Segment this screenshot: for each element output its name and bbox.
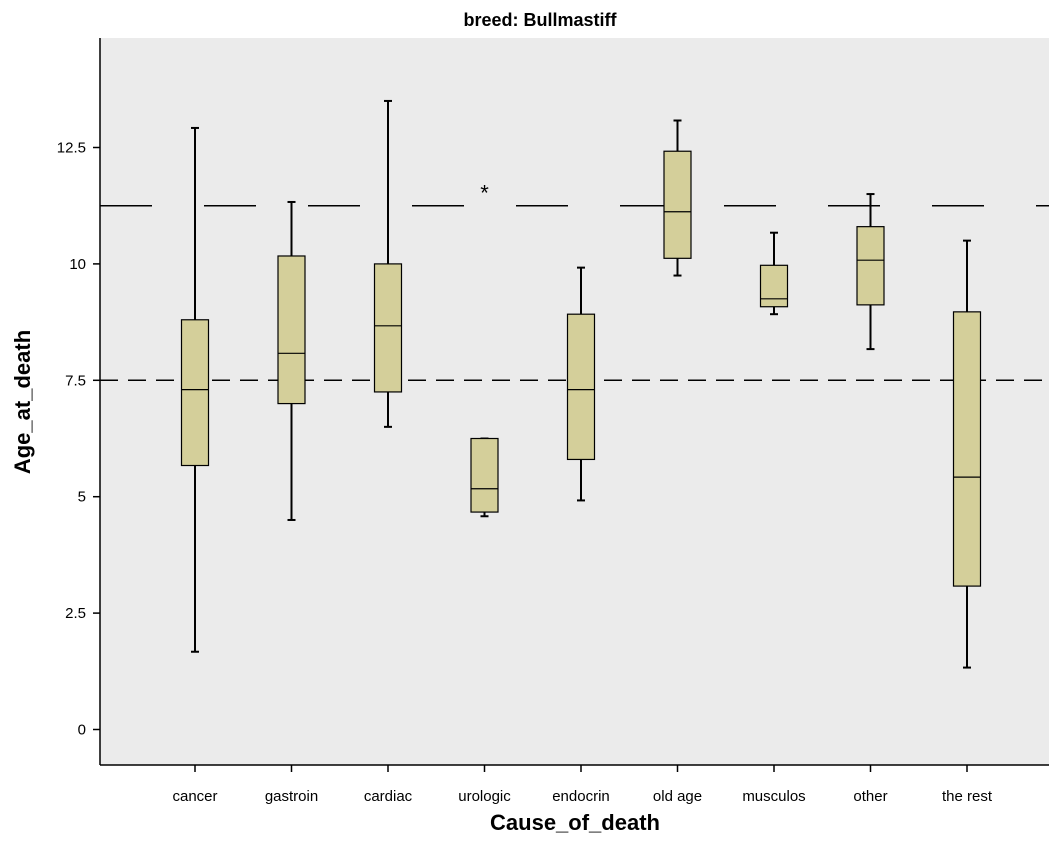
reference-lines [100, 204, 1049, 382]
box-iqr [759, 264, 789, 308]
x-tick-label: cancer [172, 788, 217, 805]
box-iqr [373, 263, 403, 393]
box-endocrin [566, 266, 596, 502]
outlier-marker: * [480, 180, 489, 205]
box-urologic: * [470, 180, 499, 518]
box-the-rest [952, 239, 982, 669]
box-old-age [663, 119, 692, 277]
x-tick-label: other [853, 788, 887, 805]
boxes-group: * [180, 99, 982, 669]
x-tick-label: old age [653, 788, 702, 805]
box-iqr [856, 226, 885, 306]
x-tick-label: endocrin [552, 788, 610, 805]
box-cardiac [373, 99, 403, 428]
y-tick-label: 0 [78, 722, 86, 739]
box-iqr [952, 311, 982, 587]
box-other [856, 193, 885, 351]
box-cancer [180, 126, 210, 653]
y-ticks-group: 0 2.5 5 7.5 10 12.5 [57, 140, 100, 739]
box-gastroin [277, 200, 306, 521]
y-tick-label: 7.5 [65, 372, 86, 389]
y-tick-label: 2.5 [65, 605, 86, 622]
box-iqr [277, 255, 306, 405]
x-tick-label: cardiac [364, 788, 413, 805]
box-musculos [759, 231, 789, 316]
y-tick-label: 5 [78, 489, 86, 506]
y-tick-label: 12.5 [57, 140, 86, 157]
x-tick-label: gastroin [265, 788, 318, 805]
box-iqr [470, 437, 499, 513]
axes-group [99, 38, 1049, 766]
x-tick-label: musculos [742, 788, 805, 805]
box-iqr [180, 319, 210, 467]
box-iqr [566, 313, 596, 461]
x-ticks-group: cancer gastroin cardiac urologic endocrin old… [172, 765, 993, 805]
y-axis-title: Age_at_death [10, 330, 35, 474]
box-iqr [663, 150, 692, 259]
x-tick-label: urologic [458, 788, 511, 805]
chart-title: breed: Bullmastiff [463, 10, 617, 30]
x-axis-title: Cause_of_death [490, 810, 660, 835]
x-tick-label: the rest [942, 788, 993, 805]
y-tick-label: 10 [69, 256, 86, 273]
